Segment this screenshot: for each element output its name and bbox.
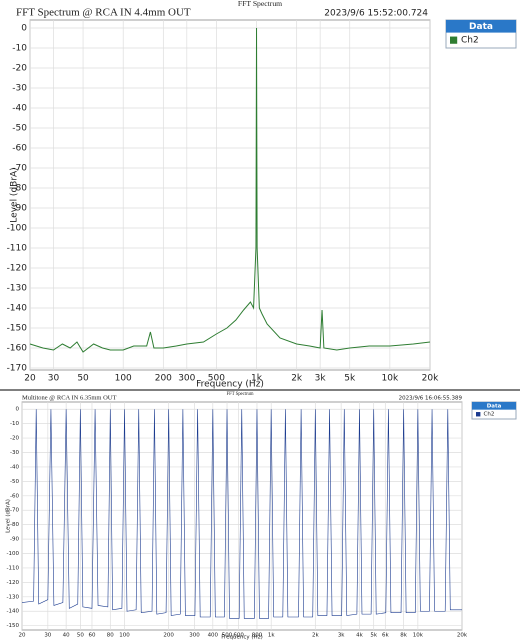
x-tick-label: 20 (24, 374, 36, 384)
x-tick-label: 10k (413, 632, 424, 638)
spectrum-line (21, 409, 462, 619)
y-tick-label: -170 (7, 364, 28, 374)
y-tick-label: -130 (7, 594, 20, 600)
legend-title: Data (469, 22, 493, 32)
x-tick-label: 6k (382, 632, 389, 638)
y-tick-label: 0 (16, 407, 20, 413)
y-tick-label: -90 (10, 537, 19, 543)
y-tick-label: -80 (10, 522, 19, 528)
y-tick-label: -90 (12, 204, 27, 214)
y-tick-label: -150 (7, 324, 28, 334)
chart-title: Multitone @ RCA IN 6.35mm OUT (22, 394, 116, 401)
x-tick-label: 400 (208, 632, 219, 638)
x-tick-label: 5k (370, 632, 377, 638)
y-tick-label: -100 (7, 551, 20, 557)
x-tick-label: 20k (422, 374, 439, 384)
y-tick-label: -30 (10, 450, 19, 456)
x-tick-label: 100 (119, 632, 130, 638)
y-tick-label: -100 (7, 224, 28, 234)
x-tick-label: 600 (233, 632, 244, 638)
y-tick-label: -40 (10, 464, 19, 470)
x-tick-label: 80 (107, 632, 114, 638)
legend-label: Ch2 (461, 36, 479, 46)
y-tick-label: -110 (7, 565, 20, 571)
x-tick-label: 1k (251, 374, 263, 384)
y-tick-label: 0 (21, 24, 27, 34)
y-tick-label: -60 (12, 144, 27, 154)
y-tick-label: -30 (12, 84, 27, 94)
x-tick-label: 500 (222, 632, 233, 638)
y-tick-label: -50 (10, 479, 19, 485)
x-axis-label: Frequency (Hz) (196, 380, 264, 390)
y-axis-label: Level (dBrA) (10, 167, 20, 222)
y-tick-label: -120 (7, 264, 28, 274)
legend-swatch (450, 36, 458, 44)
x-tick-label: 50 (77, 374, 89, 384)
legend-label: Ch2 (484, 412, 495, 418)
y-tick-label: -130 (7, 284, 28, 294)
x-tick-label: 200 (163, 632, 174, 638)
spectrum-line (29, 27, 431, 353)
x-tick-label: 800 (252, 632, 263, 638)
x-axis-label: Frequency (Hz) (221, 635, 262, 640)
x-tick-label: 3k (315, 374, 327, 384)
y-tick-label: -50 (12, 124, 27, 134)
x-tick-label: 30 (48, 374, 60, 384)
x-tick-label: 60 (88, 632, 95, 638)
x-tick-label: 300 (189, 632, 200, 638)
x-tick-label: 5k (344, 374, 356, 384)
legend-swatch (476, 412, 481, 417)
x-tick-label: 1k (268, 632, 275, 638)
x-tick-label: 50 (77, 632, 84, 638)
x-tick-label: 8k (400, 632, 407, 638)
plot-area (29, 19, 431, 371)
y-tick-label: -150 (7, 623, 20, 629)
y-tick-label: -160 (7, 344, 28, 354)
x-tick-label: 20 (19, 632, 26, 638)
y-axis-label: Level (dBrA) (6, 499, 12, 533)
x-tick-label: 10k (382, 374, 399, 384)
x-tick-label: 30 (44, 632, 51, 638)
timestamp: 2023/9/6 15:52:00.724 (324, 9, 428, 19)
y-tick-label: -40 (12, 104, 27, 114)
legend-title: Data (487, 403, 502, 409)
y-tick-label: -140 (7, 304, 28, 314)
chart-header: FFT Spectrum (238, 0, 282, 8)
legend-header (446, 20, 516, 33)
x-tick-label: 2k (291, 374, 303, 384)
y-tick-label: -70 (10, 508, 19, 514)
y-tick-label: -20 (10, 436, 19, 442)
y-tick-label: -10 (12, 44, 27, 54)
x-tick-label: 2k (312, 632, 319, 638)
chart-header: FFT Spectrum (227, 392, 254, 397)
x-tick-label: 300 (178, 374, 195, 384)
y-tick-label: -120 (7, 580, 20, 586)
chart-title: FFT Spectrum @ RCA IN 4.4mm OUT (16, 7, 191, 19)
y-tick-label: -70 (12, 164, 27, 174)
x-tick-label: 100 (115, 374, 132, 384)
x-tick-label: 4k (356, 632, 363, 638)
x-tick-label: 200 (155, 374, 172, 384)
y-tick-label: -20 (12, 64, 27, 74)
x-tick-label: 40 (63, 632, 70, 638)
x-tick-label: 3k (338, 632, 345, 638)
y-tick-label: -80 (12, 184, 27, 194)
x-tick-label: 20k (457, 632, 468, 638)
y-tick-label: -110 (7, 244, 28, 254)
y-tick-label: -140 (7, 609, 20, 615)
x-tick-label: 500 (208, 374, 225, 384)
timestamp: 2023/9/6 16:06:55.389 (399, 396, 463, 402)
y-tick-label: -60 (10, 493, 19, 499)
legend-header (472, 402, 516, 410)
y-tick-label: -10 (10, 421, 19, 427)
